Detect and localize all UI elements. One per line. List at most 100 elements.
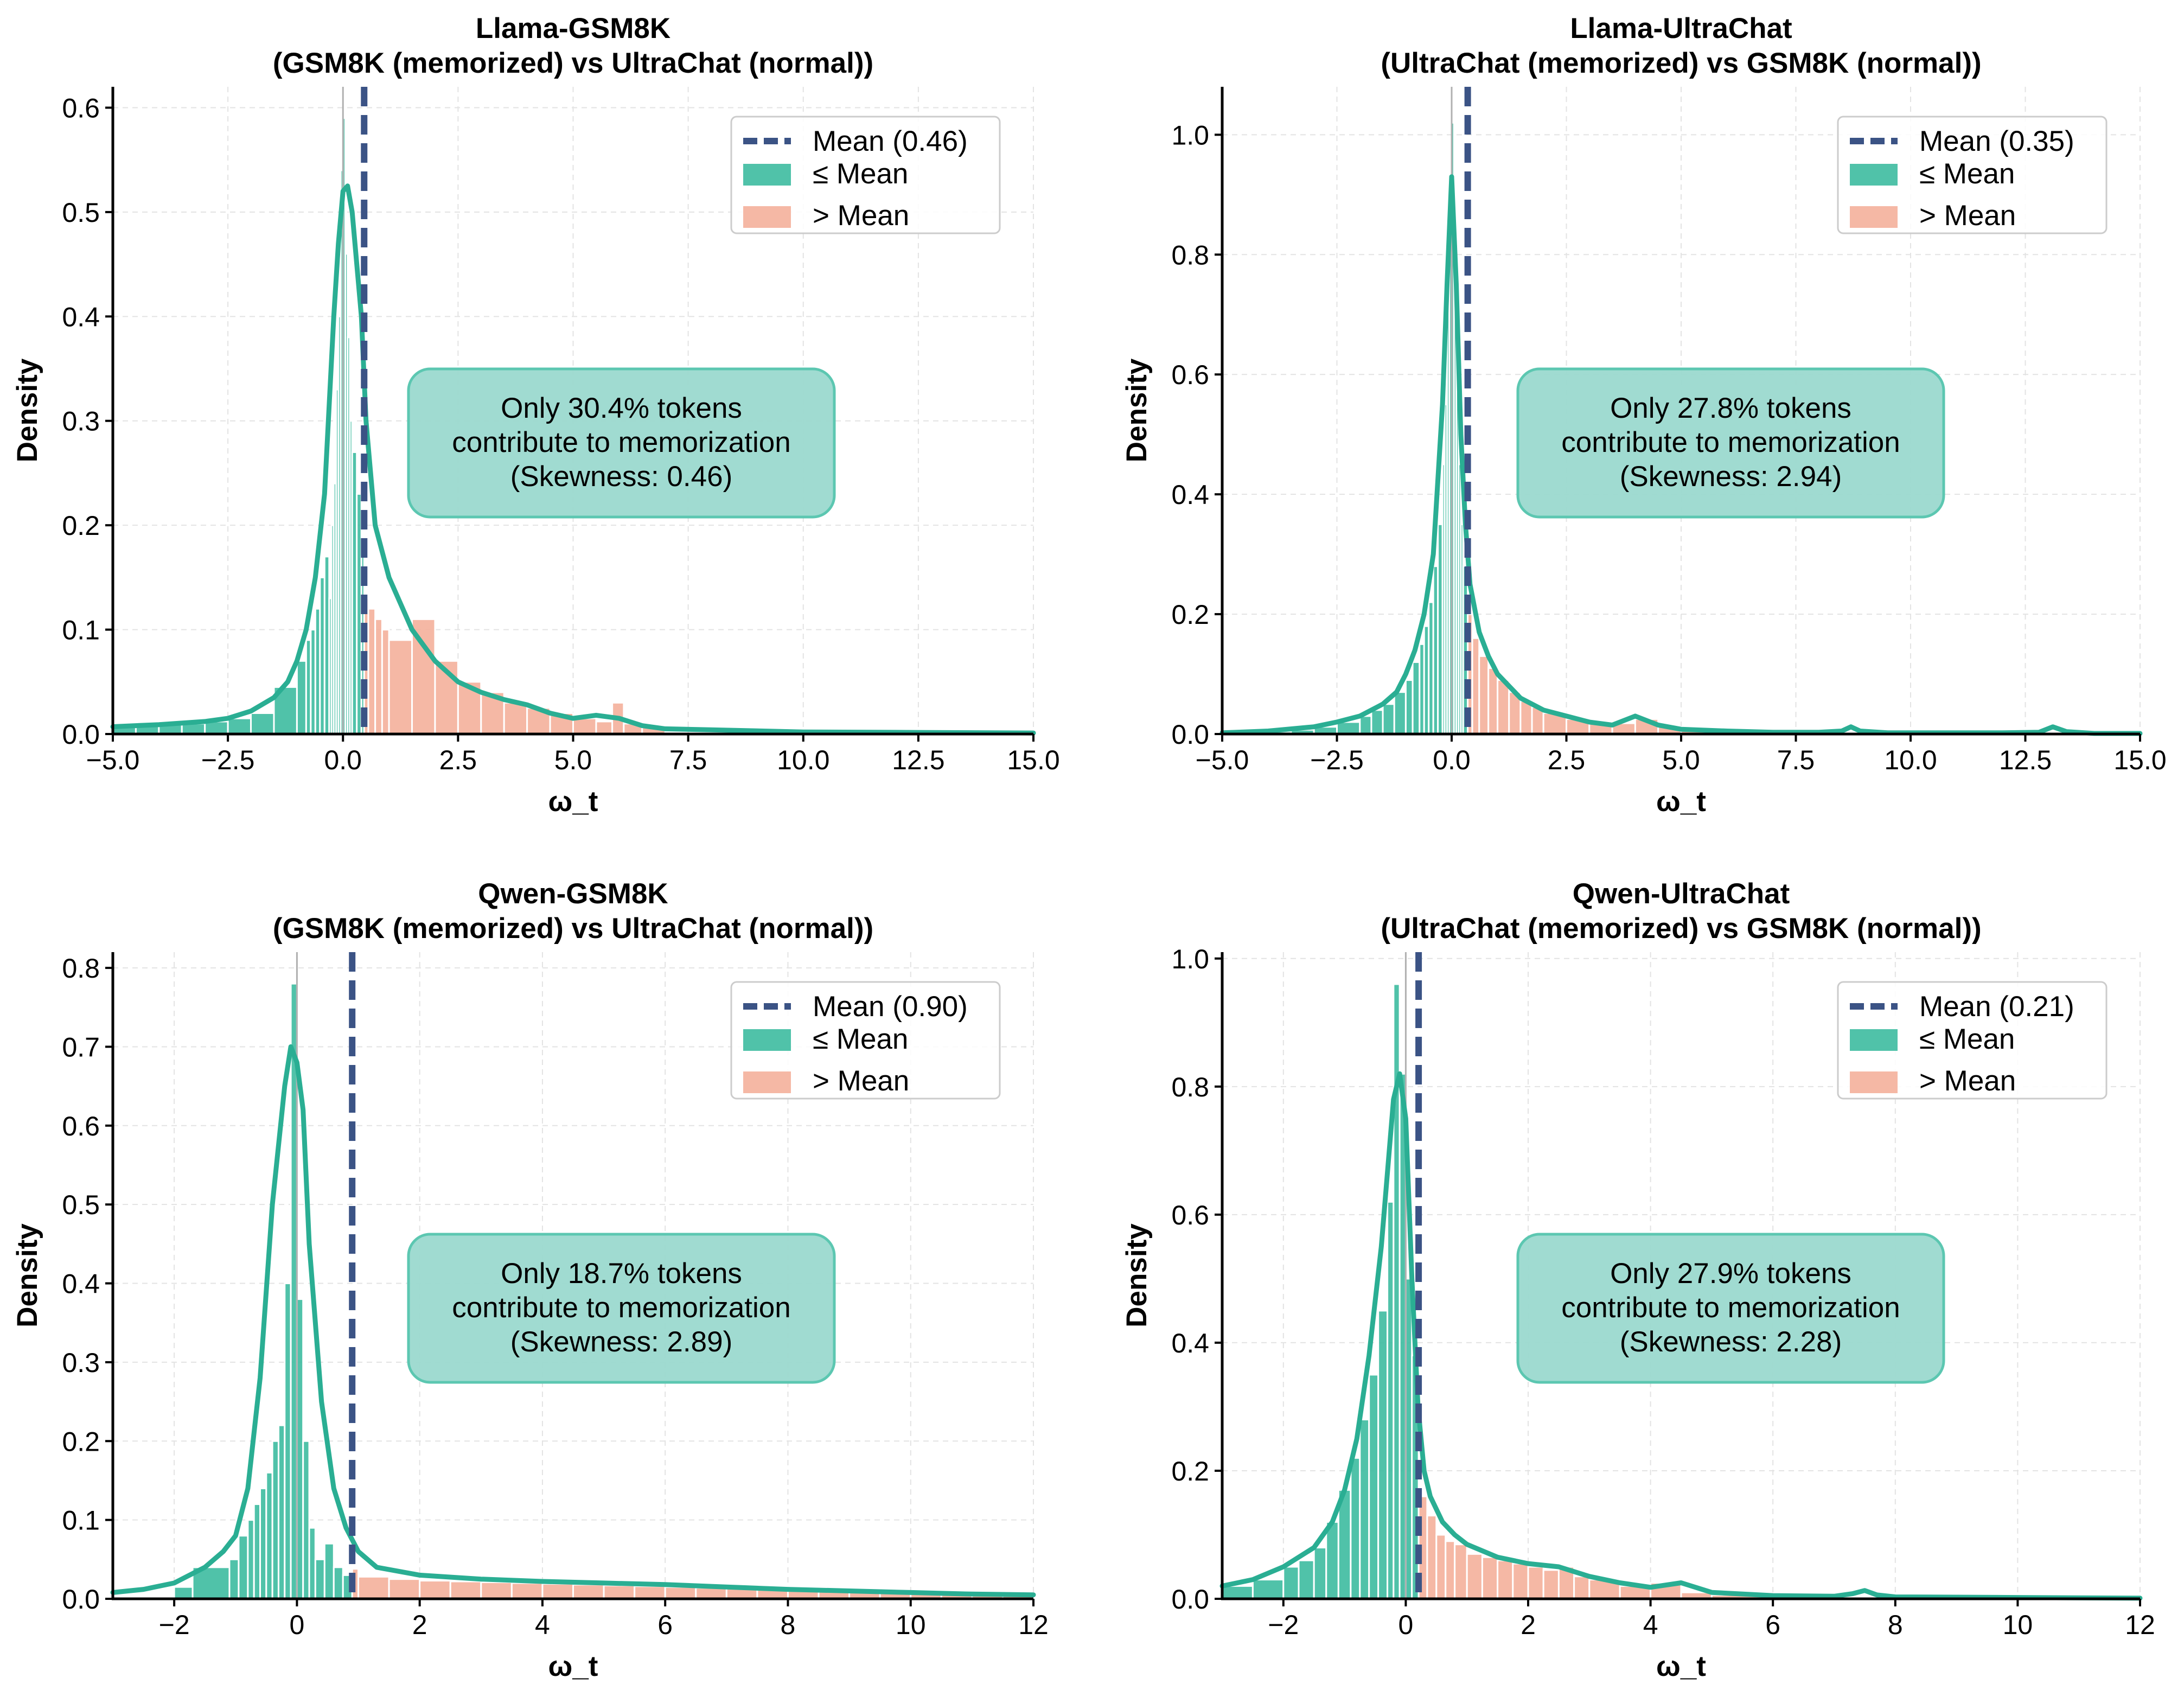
- x-tick-label: 10: [896, 1610, 926, 1640]
- x-tick-label: 2.5: [1548, 745, 1586, 775]
- legend-box: [730, 981, 1001, 1100]
- annotation-line3: (Skewness: 2.94): [1620, 461, 1842, 493]
- x-tick-label: 10.0: [1884, 745, 1937, 775]
- chart-subtitle: (GSM8K (memorized) vs UltraChat (normal)…: [273, 913, 873, 945]
- x-tick-label: 2: [412, 1610, 427, 1640]
- x-tick-label: 2: [1521, 1610, 1536, 1640]
- x-axis-title: ω_t: [1656, 1650, 1706, 1682]
- y-axis-title: Density: [1121, 1223, 1153, 1328]
- legend-le-swatch: [1850, 1029, 1898, 1051]
- legend-le-label: ≤ Mean: [813, 158, 908, 190]
- y-tick-label: 0.4: [62, 1269, 100, 1299]
- annotation-box: [407, 1233, 836, 1384]
- x-tick-label: 15.0: [1007, 745, 1059, 775]
- bar-le-mean: [296, 1298, 304, 1600]
- bar-le-mean: [271, 1440, 279, 1600]
- bar-le-mean: [1387, 1201, 1395, 1600]
- annotation-box: [1516, 367, 1945, 519]
- x-tick-label: 0: [1398, 1610, 1413, 1640]
- y-tick-label: 0.1: [62, 615, 100, 646]
- bar-le-mean: [259, 1487, 267, 1600]
- chart-panel-1: −5.0 −2.5 0.0 2.5 5.0 7.5 10.0 12.5 15.0 0.0 0.1 0.…: [11, 12, 1060, 818]
- annotation-box: [407, 367, 836, 519]
- chart-title: Llama-UltraChat: [1570, 12, 1792, 44]
- x-tick-label: 0.0: [324, 745, 362, 775]
- x-tick-label: 4: [1643, 1610, 1658, 1640]
- annotation-line1: Only 27.8% tokens: [1610, 392, 1851, 424]
- annotation-line3: (Skewness: 2.89): [510, 1326, 732, 1358]
- y-tick-label: 0.8: [1171, 240, 1209, 270]
- annotation-line1: Only 27.9% tokens: [1610, 1258, 1851, 1290]
- kde-curve: [110, 1044, 1036, 1598]
- bar-gt-mean: [541, 1583, 574, 1600]
- chart-subtitle: (UltraChat (memorized) vs GSM8K (normal)…: [1381, 913, 1981, 945]
- bar-le-mean: [1298, 1559, 1315, 1600]
- bar-gt-mean: [388, 1578, 421, 1600]
- y-tick-label: 1.0: [1171, 120, 1209, 150]
- legend-gt-swatch: [1850, 206, 1898, 228]
- x-tick-label: 8: [781, 1610, 796, 1640]
- bar-le-mean: [1377, 1310, 1389, 1600]
- bar-le-mean: [253, 1503, 261, 1600]
- bar-gt-mean: [381, 629, 390, 735]
- x-axis-title: ω_t: [1656, 786, 1706, 818]
- y-tick-label: 0.6: [1171, 360, 1209, 390]
- bar-gt-mean: [695, 1587, 727, 1600]
- x-tick-label: −2: [159, 1610, 190, 1640]
- annotation-line3: (Skewness: 0.46): [510, 461, 732, 493]
- y-tick-label: 0.2: [62, 1426, 100, 1457]
- bar-gt-mean: [1445, 1540, 1456, 1600]
- histogram-bars: [173, 983, 1034, 1600]
- legend-gt-label: > Mean: [813, 200, 909, 232]
- y-tick-label: 0.3: [62, 406, 100, 437]
- bar-le-mean: [227, 717, 252, 735]
- bar-gt-mean: [1497, 679, 1510, 735]
- legend-le-swatch: [743, 164, 791, 186]
- legend-mean-label: Mean (0.90): [813, 991, 968, 1023]
- bar-le-mean: [1382, 703, 1395, 735]
- bar-le-mean: [333, 1566, 344, 1600]
- bar-le-mean: [1404, 1278, 1413, 1600]
- bar-gt-mean: [510, 1582, 544, 1600]
- x-tick-label: 10: [2003, 1610, 2033, 1640]
- chart-title: Qwen-GSM8K: [478, 878, 668, 910]
- bar-gt-mean: [480, 1581, 513, 1600]
- chart-panel-3: −2 0 2 4 6 8 10 12 0.0 0.1 0.2 0.3 0.4 0.5 0.6 0.7 0.8 ω_…: [11, 878, 1049, 1682]
- bar-gt-mean: [367, 608, 376, 735]
- y-tick-label: 0.7: [62, 1032, 100, 1062]
- bar-le-mean: [250, 712, 275, 735]
- legend-gt-label: > Mean: [1919, 1065, 2016, 1097]
- chart-title: Qwen-UltraChat: [1573, 878, 1790, 910]
- bar-gt-mean: [1454, 1543, 1468, 1600]
- y-tick-label: 0.1: [62, 1505, 100, 1536]
- legend-le-swatch: [1850, 164, 1898, 186]
- bar-le-mean: [323, 1542, 335, 1600]
- bar-le-mean: [173, 1586, 194, 1600]
- kde-curve: [1219, 174, 2143, 736]
- bar-le-mean: [302, 1440, 310, 1600]
- x-axis-title: ω_t: [548, 1650, 598, 1682]
- legend-gt-label: > Mean: [813, 1065, 909, 1097]
- x-tick-label: 12.5: [1999, 745, 2052, 775]
- y-axis-title: Density: [11, 1223, 43, 1328]
- x-tick-label: 7.5: [669, 745, 707, 775]
- legend: Mean (0.21)≤ Mean > Mean: [1837, 981, 2108, 1100]
- bar-gt-mean: [1542, 1569, 1560, 1600]
- legend-gt-swatch: [743, 1071, 791, 1093]
- bar-le-mean: [1221, 1585, 1254, 1600]
- x-tick-label: 15.0: [2113, 745, 2166, 775]
- legend-le-label: ≤ Mean: [813, 1023, 908, 1055]
- y-tick-label: 0.0: [1171, 1584, 1209, 1615]
- y-tick-label: 0.2: [62, 511, 100, 541]
- bar-gt-mean: [1471, 637, 1480, 735]
- x-tick-label: 6: [1765, 1610, 1780, 1640]
- legend-gt-label: > Mean: [1919, 200, 2016, 232]
- bar-gt-mean: [374, 618, 383, 735]
- bar-le-mean: [1325, 1521, 1339, 1600]
- bar-le-mean: [1359, 1419, 1370, 1600]
- bar-gt-mean: [1573, 1575, 1591, 1600]
